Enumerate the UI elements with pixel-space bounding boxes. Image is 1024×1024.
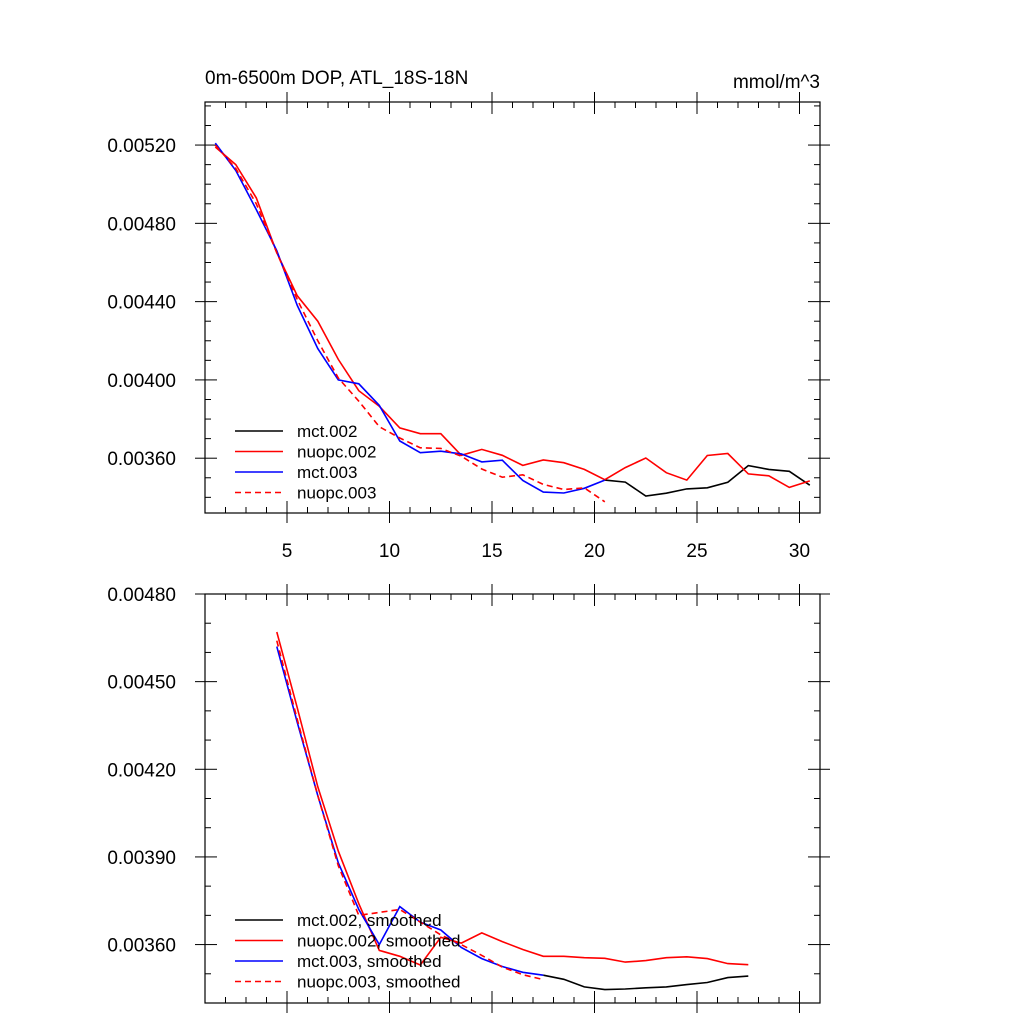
y-tick-label: 0.00420 <box>107 760 176 781</box>
legend-label: mct.002 <box>297 422 357 441</box>
bottom-panel: 0.00480 0.00450 0.00420 0.00390 0.00360 mct.0… <box>107 584 830 1013</box>
y-tick-label: 0.00480 <box>107 585 176 606</box>
series-line-mct-002-smoothed <box>543 974 749 991</box>
legend-label: nuopc.002 <box>297 443 376 462</box>
chart-title: 0m-6500m DOP, ATL_18S-18N <box>205 68 468 89</box>
x-tick-label: 5 <box>282 541 293 562</box>
y-tick-label: 0.00360 <box>107 449 176 470</box>
legend-label: mct.003, smoothed <box>297 952 442 971</box>
x-tick-label: 20 <box>584 541 605 562</box>
legend-label: nuopc.003, smoothed <box>297 973 461 992</box>
series-line-mct-003 <box>214 142 606 494</box>
y-tick-label: 0.00360 <box>107 936 176 957</box>
series-line-nuopc-003-smoothed <box>276 640 544 981</box>
units-label: mmol/m^3 <box>733 72 820 93</box>
x-tick-label: 10 <box>379 541 400 562</box>
y-tick-label: 0.00390 <box>107 848 176 869</box>
x-tick-label: 15 <box>481 541 502 562</box>
y-tick-label: 0.00480 <box>107 214 176 235</box>
series-line-mct-002 <box>604 464 811 497</box>
series-line-nuopc-002-smoothed <box>276 631 749 966</box>
legend-label: mct.002, smoothed <box>297 911 442 930</box>
y-tick-label: 0.00400 <box>107 371 176 392</box>
series-line-nuopc-002 <box>214 146 811 489</box>
x-tick-label: 30 <box>789 541 810 562</box>
legend-label: mct.003 <box>297 463 357 482</box>
x-tick-label: 25 <box>686 541 707 562</box>
legend-label: nuopc.002, smoothed <box>297 932 461 951</box>
legend-label: nuopc.003 <box>297 484 376 503</box>
series-line-nuopc-003 <box>214 144 606 503</box>
y-tick-label: 0.00450 <box>107 673 176 694</box>
top-panel: 5 10 15 20 25 30 0.00520 0.00480 0.00440 0.00400 0… <box>107 68 830 562</box>
y-tick-label: 0.00440 <box>107 293 176 314</box>
y-tick-label: 0.00520 <box>107 136 176 157</box>
